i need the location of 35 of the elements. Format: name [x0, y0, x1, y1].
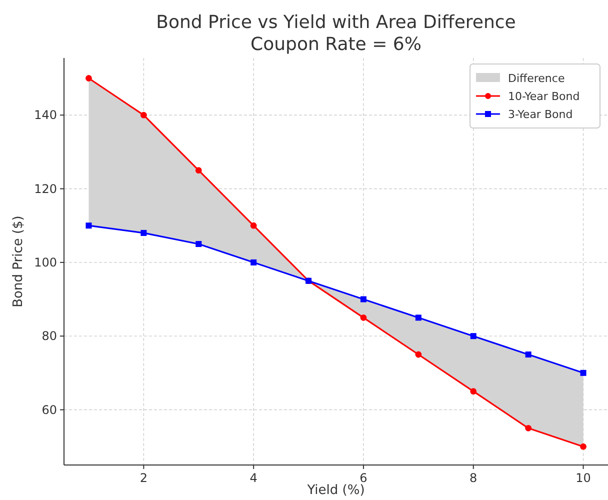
x-tick-label: 8	[470, 471, 478, 485]
y-tick-label: 60	[42, 402, 57, 417]
y-tick-label: 120	[34, 182, 57, 196]
legend-label: 3-Year Bond	[508, 108, 573, 121]
point	[140, 112, 147, 118]
point	[580, 443, 586, 450]
y-tick-label: 140	[34, 108, 57, 122]
point	[525, 352, 532, 358]
x-tick-label: 10	[576, 471, 591, 485]
point	[580, 370, 586, 376]
point	[360, 314, 367, 321]
point	[195, 167, 202, 174]
point	[86, 222, 92, 229]
point	[415, 314, 422, 321]
legend-label: 10-Year Bond	[508, 90, 580, 103]
y-axis-title: Bond Price ($)	[11, 216, 26, 308]
point	[250, 222, 257, 229]
point	[250, 259, 257, 266]
legend-label: Difference	[508, 72, 565, 85]
point	[470, 388, 477, 395]
x-tick-label: 4	[250, 471, 258, 485]
point	[360, 296, 366, 302]
point	[140, 230, 147, 236]
chart-subtitle: Coupon Rate = 6%	[250, 34, 422, 55]
x-axis-title: Yield (%)	[306, 483, 365, 498]
y-tick-label: 80	[42, 329, 57, 344]
point	[470, 333, 476, 340]
chart-title: Bond Price vs Yield with Area Difference	[156, 12, 516, 33]
point	[525, 424, 532, 432]
y-tick-label: 100	[34, 255, 57, 270]
point	[415, 351, 422, 358]
x-tick-label: 2	[140, 471, 148, 485]
point	[86, 75, 92, 82]
point	[196, 241, 202, 248]
x-tick-label: 6	[360, 471, 368, 485]
